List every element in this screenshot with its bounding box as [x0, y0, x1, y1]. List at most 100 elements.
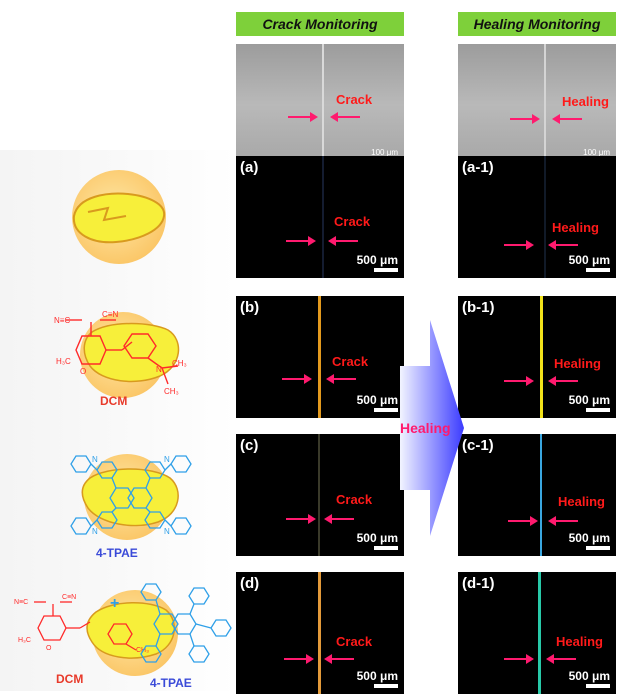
svg-text:N: N — [156, 365, 162, 374]
healed-line — [540, 434, 542, 556]
right-arrow-icon — [510, 114, 540, 124]
scale-text: 100 μm — [583, 148, 610, 157]
healing-label: Healing — [558, 494, 605, 509]
svg-text:N≡C: N≡C — [14, 599, 28, 606]
panel-label: (d-1) — [462, 575, 495, 592]
left-arrow-icon — [546, 654, 576, 664]
scale-bar: 500 μm — [569, 531, 610, 550]
healing-label: Healing — [562, 94, 609, 109]
scale-bar: 500 μm — [569, 253, 610, 272]
healing-label: Healing — [552, 220, 599, 235]
scale-text: 500 μm — [356, 669, 398, 683]
right-arrow-icon — [508, 516, 538, 526]
healing-label: Healing — [556, 634, 603, 649]
dcm-label: DCM — [100, 394, 128, 408]
healed-line — [544, 156, 546, 278]
scale-text: 500 μm — [356, 393, 398, 407]
crack-label: Crack — [336, 492, 373, 507]
left-arrow-icon — [330, 112, 360, 122]
scale-bar: 500 μm — [569, 669, 610, 688]
crack-line — [318, 296, 321, 418]
crack-label: Crack — [336, 634, 373, 649]
panel-b-1: (b-1) Healing 500 μm — [458, 296, 616, 418]
panel-label: (a-1) — [462, 159, 494, 176]
right-arrow-icon — [288, 112, 318, 122]
crack-line — [322, 156, 324, 278]
panel-label: (d) — [240, 575, 260, 592]
scale-bar: 500 μm — [357, 253, 398, 272]
scale-bar: 500 μm — [357, 669, 398, 688]
left-arrow-icon — [548, 516, 578, 526]
svg-text:H₃C: H₃C — [56, 357, 71, 366]
panel-label: (c-1) — [462, 437, 494, 454]
crack-shape-icon — [72, 192, 166, 244]
svg-text:CH₃: CH₃ — [164, 387, 179, 396]
crack-label: Crack — [334, 214, 371, 229]
scale-text: 500 μm — [568, 531, 610, 545]
svg-text:N: N — [92, 527, 98, 536]
panel-label: (b) — [240, 299, 260, 316]
left-arrow-icon — [548, 376, 578, 386]
crack-label: Crack — [336, 92, 373, 107]
healed-line — [538, 572, 541, 694]
scale-bar: 500 μm — [569, 393, 610, 412]
svg-text:N: N — [164, 527, 170, 536]
right-arrow-icon — [284, 654, 314, 664]
right-arrow-icon — [504, 376, 534, 386]
panel-b: (b) Crack 500 μm — [236, 296, 404, 418]
healing-label: Healing — [554, 356, 601, 371]
right-arrow-icon — [286, 514, 316, 524]
left-arrow-icon — [552, 114, 582, 124]
right-arrow-icon — [286, 236, 316, 246]
left-arrow-icon — [324, 514, 354, 524]
panel-label: (c) — [240, 437, 259, 454]
sem-crack-panel: Crack 100 μm — [236, 44, 404, 166]
healing-arrow-label: Healing — [400, 420, 451, 436]
svg-text:N: N — [164, 455, 170, 464]
left-arrow-icon — [326, 374, 356, 384]
left-arrow-icon — [548, 240, 578, 250]
svg-text:N: N — [92, 455, 98, 464]
left-arrow-icon — [328, 236, 358, 246]
tpae-label: 4-TPAE — [150, 676, 192, 690]
tpae-molecule-icon: N N N N — [70, 455, 192, 536]
healed-line — [544, 44, 546, 166]
panel-d-1: (d-1) Healing 500 μm — [458, 572, 616, 694]
panel-c: (c) Crack 500 μm — [236, 434, 404, 556]
panel-label: (b-1) — [462, 299, 495, 316]
svg-text:CH₃: CH₃ — [172, 359, 187, 368]
scale-text: 500 μm — [356, 253, 398, 267]
scale-text: 100 μm — [371, 148, 398, 157]
scale-text: 500 μm — [568, 393, 610, 407]
scale-bar: 500 μm — [357, 393, 398, 412]
svg-text:H₃C: H₃C — [18, 637, 31, 644]
right-arrow-icon — [282, 374, 312, 384]
left-arrow-icon — [324, 654, 354, 664]
panel-a-1: (a-1) Healing 500 μm — [458, 156, 616, 278]
crack-monitoring-header: Crack Monitoring — [236, 12, 404, 36]
tpae-label: 4-TPAE — [96, 546, 138, 560]
svg-text:O: O — [80, 367, 86, 376]
healing-arrow-icon — [400, 320, 464, 536]
scale-text: 500 μm — [568, 253, 610, 267]
scale-text: 500 μm — [568, 669, 610, 683]
dcm-molecule-icon: N≡C C≡N H₃C O CH₃ CH₃ N — [54, 310, 187, 396]
scale-text: 500 μm — [356, 531, 398, 545]
healing-monitoring-header: Healing Monitoring — [458, 12, 616, 36]
panel-d: (d) Crack 500 μm — [236, 572, 404, 694]
svg-text:O: O — [46, 645, 52, 652]
svg-text:N≡C: N≡C — [54, 316, 70, 325]
right-arrow-icon — [504, 240, 534, 250]
crack-line — [318, 572, 321, 694]
panel-label: (a) — [240, 159, 259, 176]
svg-text:C≡N: C≡N — [102, 310, 118, 319]
crack-line — [322, 44, 324, 166]
scale-bar: 500 μm — [357, 531, 398, 550]
dcm-label: DCM — [56, 672, 84, 686]
panel-a: (a) Crack 500 μm — [236, 156, 404, 278]
crack-label: Crack — [332, 354, 369, 369]
svg-text:C≡N: C≡N — [62, 594, 76, 601]
svg-text:+: + — [110, 595, 119, 612]
panel-c-1: (c-1) Healing 500 μm — [458, 434, 616, 556]
